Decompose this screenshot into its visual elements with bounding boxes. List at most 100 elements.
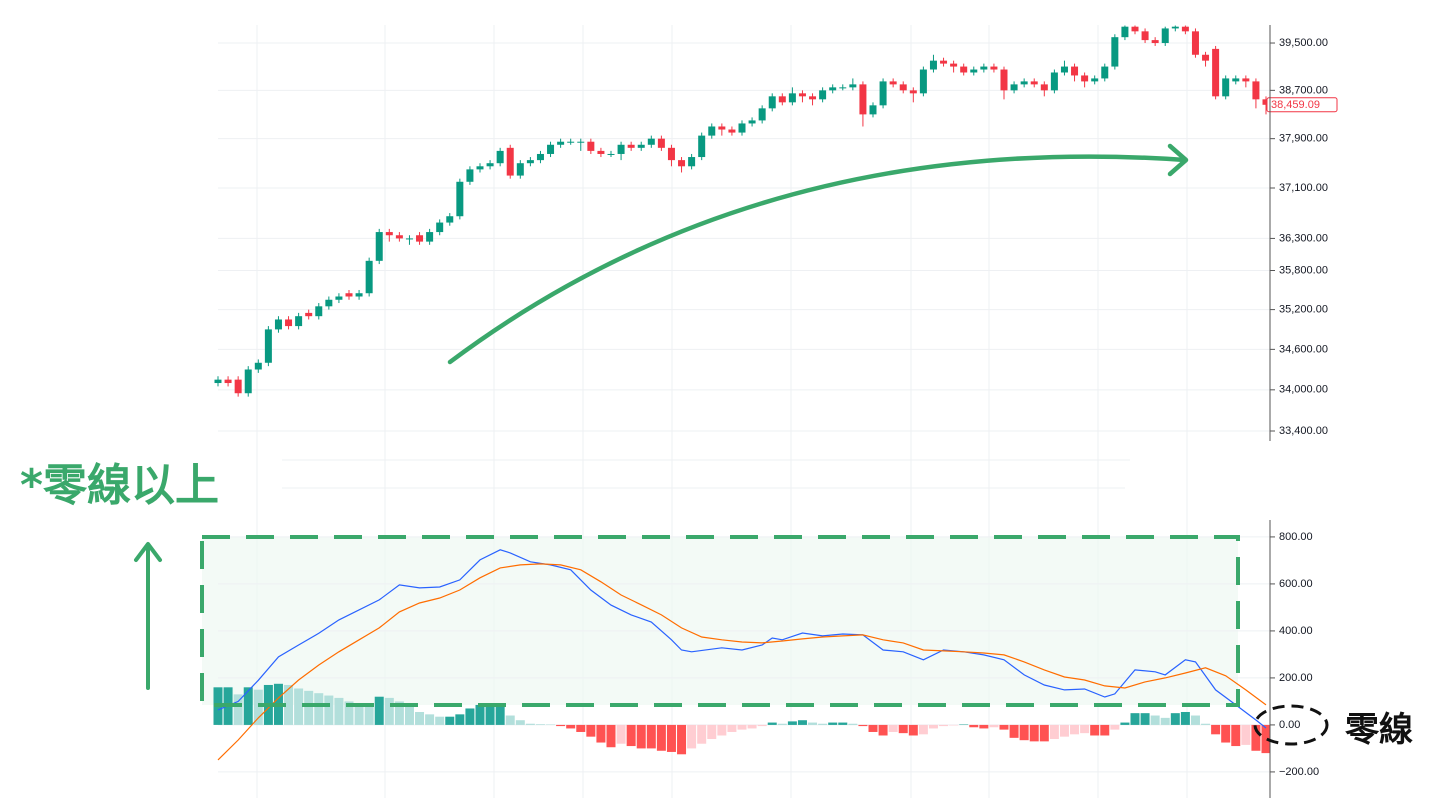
candle-body [829,87,837,91]
candle-body [224,379,232,384]
candle-body [1252,81,1260,100]
histogram-bar [334,697,344,725]
histogram-bar [415,711,425,725]
histogram-bar [838,722,848,725]
candle-body [1222,78,1230,97]
histogram-bar [1130,713,1140,725]
price-label: 38,459.09 [1271,99,1320,111]
histogram-bar [374,696,384,725]
candle-body [305,312,313,317]
candle-body [889,81,897,85]
y-tick-label: 39,500.00 [1279,37,1328,49]
y-tick-label: −200.00 [1279,766,1319,778]
histogram-bar [1190,715,1200,725]
histogram-bar [757,724,767,727]
histogram-bar [1059,724,1069,737]
candle-body [295,316,303,327]
y-tick-label: 34,600.00 [1279,343,1328,355]
histogram-bar [646,724,656,749]
histogram-bar [1221,724,1231,743]
histogram-bar [1019,724,1029,741]
candle-body [1081,75,1089,82]
up-arrow [134,542,162,690]
candle-body [960,66,968,73]
candle-body [385,232,393,236]
histogram-bar [1170,713,1180,725]
histogram-bar [1120,722,1130,725]
histogram-bar [1140,713,1150,725]
histogram-bar [566,724,576,729]
candle-body [1171,26,1179,29]
y-tick-label: 37,100.00 [1279,182,1328,194]
histogram-bar [304,690,314,725]
histogram-bar [1160,717,1170,725]
candle-body [587,141,595,151]
histogram-bar [677,724,687,755]
histogram-bar [455,714,465,725]
macd-line [217,563,1267,761]
candle-body [940,60,948,64]
candle-body [315,306,323,317]
histogram-bar [1150,715,1160,725]
candle-body [1020,81,1028,85]
candle-body [1212,48,1220,97]
histogram-bar [404,706,414,725]
histogram-bar [1261,724,1271,754]
histogram-bar [556,724,566,727]
histogram-bar [818,723,828,725]
histogram-bar [435,716,445,725]
candle-body [496,150,504,164]
candle-body [919,69,927,94]
candle-body [1111,37,1119,67]
candle-body [738,123,746,133]
candle-body [929,60,937,70]
candle-body [254,362,262,370]
histogram-bar [888,724,898,732]
y-tick-label: 35,200.00 [1279,304,1328,316]
histogram-bar [777,723,787,725]
candle-body [950,63,958,67]
histogram-bar [697,724,707,744]
dashed-box [200,535,1240,707]
candle-body [355,293,363,297]
histogram-bar [1090,724,1100,736]
y-tick-label: 400.00 [1279,625,1313,637]
candle-body [557,141,565,145]
y-tick-label: 0.00 [1279,719,1300,731]
candle-body [980,66,988,70]
histogram-bar [1241,724,1251,745]
histogram-bar [284,684,294,725]
histogram-bar [324,695,334,725]
histogram-bar [1100,724,1110,736]
candle-body [416,235,424,242]
histogram-bar [797,720,807,725]
candle-body [1040,84,1048,91]
candle-body [617,144,625,154]
candle-body [335,296,343,300]
candle-body [637,144,645,148]
candle-body [436,222,444,233]
histogram-bar [475,704,485,725]
candle-body [456,181,464,217]
candle-body [798,93,806,97]
candle-body [607,153,615,155]
histogram-bar [384,697,394,725]
candle-body [325,299,333,307]
histogram-bar [737,724,747,730]
histogram-bar [898,724,908,734]
histogram-bar [495,703,505,725]
histogram-bar [747,724,757,729]
candle-body [1060,66,1068,73]
candle-body [516,163,524,176]
histogram-bar [656,724,666,751]
histogram-bar [596,724,606,743]
trend-arrow-head [1167,143,1189,177]
histogram-bar [767,722,777,725]
histogram-bar [576,724,586,732]
y-tick-label: 800.00 [1279,531,1313,543]
candle-body [1141,31,1149,41]
candle-body [627,144,635,148]
y-tick-label: 33,400.00 [1279,425,1328,437]
candle-body [1131,26,1139,32]
